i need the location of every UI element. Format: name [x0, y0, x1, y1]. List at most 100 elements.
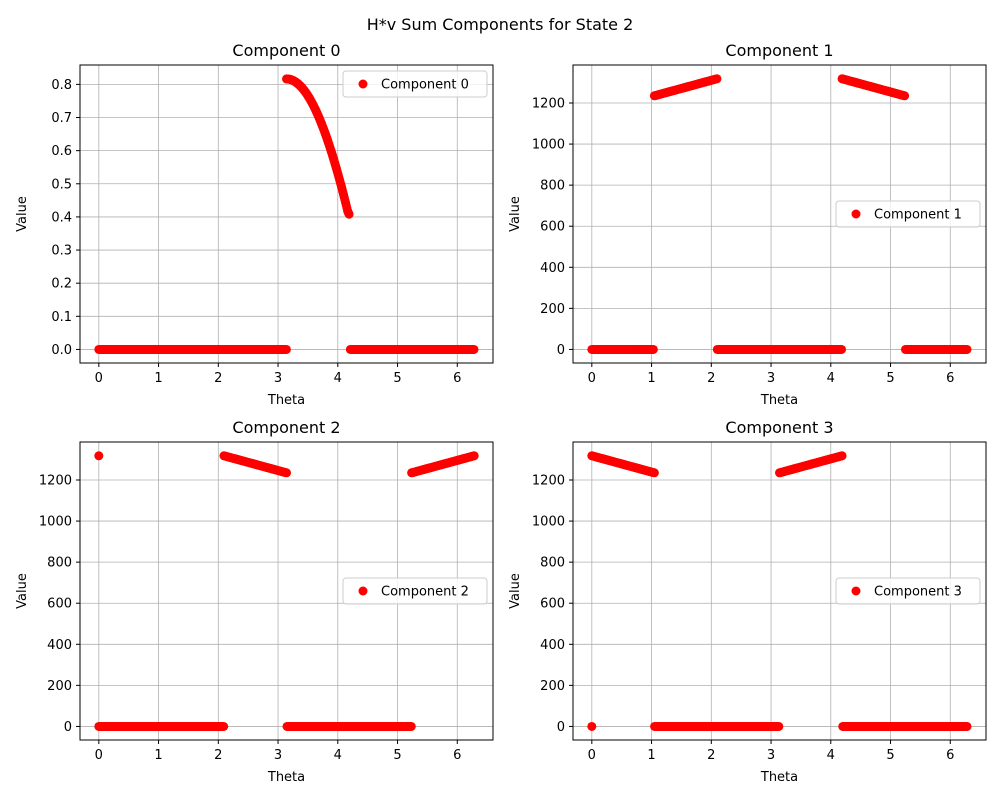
subplot-title: Component 0 [232, 41, 340, 60]
legend-label: Component 3 [874, 585, 962, 600]
x-axis-label: Theta [760, 770, 798, 785]
subplot-title: Component 2 [232, 418, 340, 437]
grid-lines [80, 65, 493, 363]
y-axis-label: Value [15, 196, 30, 232]
x-tick-label: 1 [154, 748, 162, 763]
y-tick-label: 800 [540, 179, 565, 194]
axes-frame [79, 441, 494, 741]
legend-label: Component 1 [874, 208, 962, 223]
y-tick-label: 0.3 [51, 244, 72, 259]
y-tick-label: 200 [47, 679, 72, 694]
y-tick-label: 1000 [532, 515, 565, 530]
x-tick-label: 3 [274, 748, 282, 763]
legend: Component 1 [835, 200, 981, 228]
legend: Component 2 [342, 577, 488, 605]
x-tick-label: 2 [214, 371, 222, 386]
y-tick-label: 0.8 [51, 78, 72, 93]
data-point [712, 74, 722, 84]
legend-marker [851, 586, 861, 596]
y-tick-label: 600 [47, 597, 72, 612]
legend-box [835, 200, 981, 228]
y-tick-label: 1200 [532, 96, 565, 111]
subplot-title: Component 1 [725, 41, 833, 60]
subplot-1: 0 1 2 3 4 5 6 0 200 400 600 800 1000 1200 Component 1 T… [508, 41, 987, 408]
x-tick-label: 5 [393, 748, 401, 763]
y-tick-label: 200 [540, 679, 565, 694]
x-tick-label: 4 [334, 748, 342, 763]
legend-marker [358, 79, 368, 89]
x-tick-label: 5 [393, 371, 401, 386]
x-tick-label: 3 [767, 371, 775, 386]
y-tick-label: 400 [540, 638, 565, 653]
y-tick-label: 1000 [39, 515, 72, 530]
y-tick-label: 400 [47, 638, 72, 653]
y-tick-label: 600 [540, 597, 565, 612]
y-tick-label: 1000 [532, 138, 565, 153]
y-tick-label: 1200 [39, 473, 72, 488]
data-point [587, 721, 597, 731]
y-tick-label: 800 [47, 556, 72, 571]
series-2 [94, 451, 479, 731]
legend: Component 3 [835, 577, 981, 605]
legend-box [342, 577, 488, 605]
series-1 [587, 74, 972, 354]
x-tick-label: 3 [767, 748, 775, 763]
x-tick-label: 6 [946, 371, 954, 386]
x-tick-label: 1 [647, 748, 655, 763]
data-point [774, 721, 784, 731]
x-tick-label: 0 [95, 748, 103, 763]
x-tick-label: 4 [827, 748, 835, 763]
x-tick-label: 0 [588, 371, 596, 386]
y-axis-label: Value [15, 573, 30, 609]
y-tick-label: 0.5 [51, 177, 72, 192]
data-point [282, 468, 292, 478]
x-tick-label: 4 [334, 371, 342, 386]
x-tick-label: 2 [707, 371, 715, 386]
y-tick-label: 800 [540, 556, 565, 571]
figure-title: H*v Sum Components for State 2 [367, 15, 634, 34]
x-tick-label: 2 [214, 748, 222, 763]
data-point [406, 721, 416, 731]
data-point [648, 344, 658, 354]
subplot-title: Component 3 [725, 418, 833, 437]
axes-frame [79, 64, 494, 364]
y-axis-label: Value [508, 196, 523, 232]
x-tick-label: 1 [647, 371, 655, 386]
y-tick-label: 0.6 [51, 144, 72, 159]
data-point [94, 451, 104, 461]
subplot-0: 0 1 2 3 4 5 6 0.0 0.1 0.2 0.3 0.4 0.5 0.6 0.7 0.8 Compon… [15, 41, 494, 408]
y-tick-label: 0.1 [51, 310, 72, 325]
y-axis-label: Value [508, 573, 523, 609]
y-tick-label: 200 [540, 302, 565, 317]
x-tick-label: 2 [707, 748, 715, 763]
data-point [900, 91, 910, 101]
axes-frame [572, 441, 987, 741]
legend: Component 0 [342, 70, 488, 98]
data-point [469, 451, 479, 461]
axes-frame [572, 64, 987, 364]
y-tick-label: 600 [540, 220, 565, 235]
legend-marker [851, 209, 861, 219]
y-tick-label: 0 [557, 720, 565, 735]
x-axis-label: Theta [267, 770, 305, 785]
y-tick-label: 0.2 [51, 277, 72, 292]
x-axis-label: Theta [267, 393, 305, 408]
data-point [962, 721, 972, 731]
y-tick-label: 1200 [532, 473, 565, 488]
data-point [281, 344, 291, 354]
x-tick-label: 1 [154, 371, 162, 386]
x-tick-label: 3 [274, 371, 282, 386]
x-tick-label: 5 [886, 748, 894, 763]
series-3 [587, 451, 972, 731]
y-tick-label: 0.4 [51, 210, 72, 225]
legend-marker [358, 586, 368, 596]
x-tick-label: 0 [588, 748, 596, 763]
data-point [962, 344, 972, 354]
x-tick-label: 6 [453, 371, 461, 386]
x-tick-label: 6 [946, 748, 954, 763]
y-tick-label: 0.0 [51, 343, 72, 358]
x-axis-label: Theta [760, 393, 798, 408]
x-tick-label: 0 [95, 371, 103, 386]
data-point [837, 451, 847, 461]
